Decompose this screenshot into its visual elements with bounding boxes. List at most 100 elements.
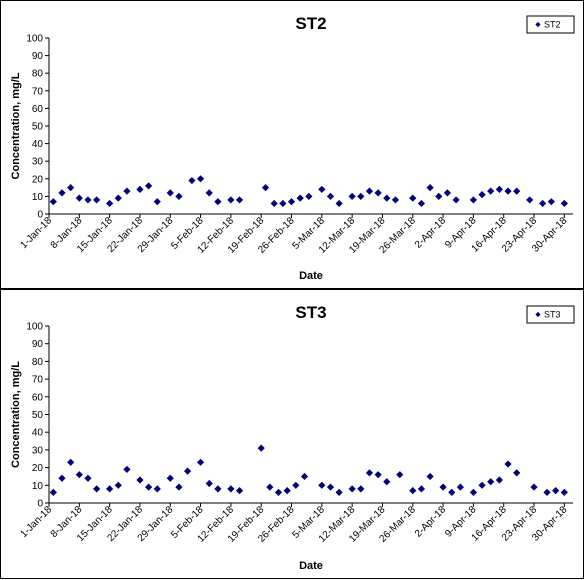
y-tick-label: 20 [32, 463, 44, 474]
data-point [478, 481, 486, 489]
data-point [560, 488, 568, 496]
data-point [318, 185, 326, 193]
st2-chart-svg: ST201020304050607080901001-Jan-188-Jan-1… [10, 14, 575, 282]
data-point [84, 196, 92, 204]
legend-marker [535, 21, 541, 28]
data-point [106, 199, 114, 208]
data-point [183, 467, 192, 475]
data-point [75, 471, 83, 479]
chart-title: ST3 [295, 303, 326, 322]
data-point [175, 192, 183, 200]
data-point [318, 481, 326, 489]
y-tick-label: 100 [26, 322, 43, 333]
data-point [417, 199, 426, 208]
data-point [439, 483, 447, 491]
data-point [357, 192, 365, 200]
data-point [443, 189, 452, 197]
data-point [365, 469, 374, 477]
y-tick-label: 0 [37, 499, 43, 510]
data-point [266, 483, 274, 491]
data-point [391, 196, 400, 204]
data-point [166, 474, 174, 482]
data-point [279, 199, 287, 208]
data-point [513, 187, 521, 195]
data-point [335, 199, 343, 208]
y-tick-label: 10 [32, 481, 44, 492]
data-point [456, 483, 465, 491]
y-tick-label: 100 [26, 34, 43, 45]
data-point [153, 485, 161, 493]
data-point [49, 198, 57, 206]
data-point [136, 185, 144, 193]
data-point [300, 472, 309, 481]
data-point [145, 483, 153, 491]
y-tick-label: 20 [32, 174, 44, 185]
st2-chart-panel: ST2 0 10 20 30 40 50 60 70 80 90 100 1-Jan-18 8-Jan-1… [0, 0, 584, 289]
chart-title: ST2 [295, 14, 326, 33]
data-point [357, 485, 365, 493]
data-point [396, 471, 404, 479]
data-point [409, 194, 417, 202]
data-point [305, 192, 313, 200]
data-point [426, 184, 434, 192]
data-point [166, 189, 174, 197]
data-point [504, 187, 512, 195]
series-ST3 [49, 444, 568, 496]
y-tick-label: 70 [32, 86, 44, 97]
data-point [348, 192, 356, 200]
data-point [504, 460, 512, 468]
y-tick-label: 10 [32, 192, 44, 203]
data-point [274, 488, 283, 496]
data-point [452, 196, 460, 204]
data-point [469, 196, 477, 204]
data-point [205, 479, 213, 488]
data-point [114, 194, 122, 202]
data-point [365, 187, 374, 195]
data-point [426, 472, 434, 481]
y-tick-label: 50 [32, 122, 44, 133]
data-point [49, 488, 57, 496]
data-point [495, 185, 503, 193]
data-point [513, 469, 521, 477]
y-tick-label: 40 [32, 428, 44, 439]
y-tick-label: 40 [32, 139, 44, 150]
data-point [552, 487, 560, 495]
data-point [292, 481, 300, 489]
y-tick-label: 0 [37, 210, 43, 221]
data-point [188, 176, 196, 185]
data-point [409, 487, 417, 495]
data-point [153, 198, 161, 206]
data-point [58, 474, 66, 482]
data-point [93, 485, 101, 493]
data-point [93, 196, 101, 204]
data-point [383, 478, 391, 486]
x-tick-label: 1-Jan-18 [18, 504, 54, 540]
y-tick-label: 90 [32, 339, 44, 350]
data-point [136, 476, 144, 484]
st3-chart-panel: ST3 0 10 20 30 40 50 60 70 80 90 100 1-Jan-18 8-Jan-1… [0, 289, 584, 579]
data-point [374, 189, 382, 197]
y-tick-label: 60 [32, 392, 44, 403]
data-point [374, 471, 382, 479]
data-point [526, 196, 534, 204]
legend-label: ST3 [544, 310, 561, 320]
data-point [235, 196, 244, 204]
x-tick-label: 1-Jan-18 [18, 215, 54, 251]
data-point [417, 485, 426, 493]
data-point [283, 487, 291, 495]
x-axis-label: Date [299, 560, 323, 572]
data-point [495, 476, 503, 484]
data-point [487, 187, 495, 195]
data-point [287, 198, 296, 206]
data-point [175, 483, 183, 491]
data-point [335, 488, 343, 496]
data-point [326, 483, 335, 491]
x-axis-label: Date [299, 270, 323, 282]
data-point [214, 485, 222, 493]
y-axis-label: Concentration, mg/L [10, 72, 22, 179]
data-point [547, 198, 555, 206]
y-tick-label: 80 [32, 357, 44, 368]
data-point [487, 478, 495, 486]
data-point [235, 487, 244, 495]
data-point [448, 488, 456, 496]
